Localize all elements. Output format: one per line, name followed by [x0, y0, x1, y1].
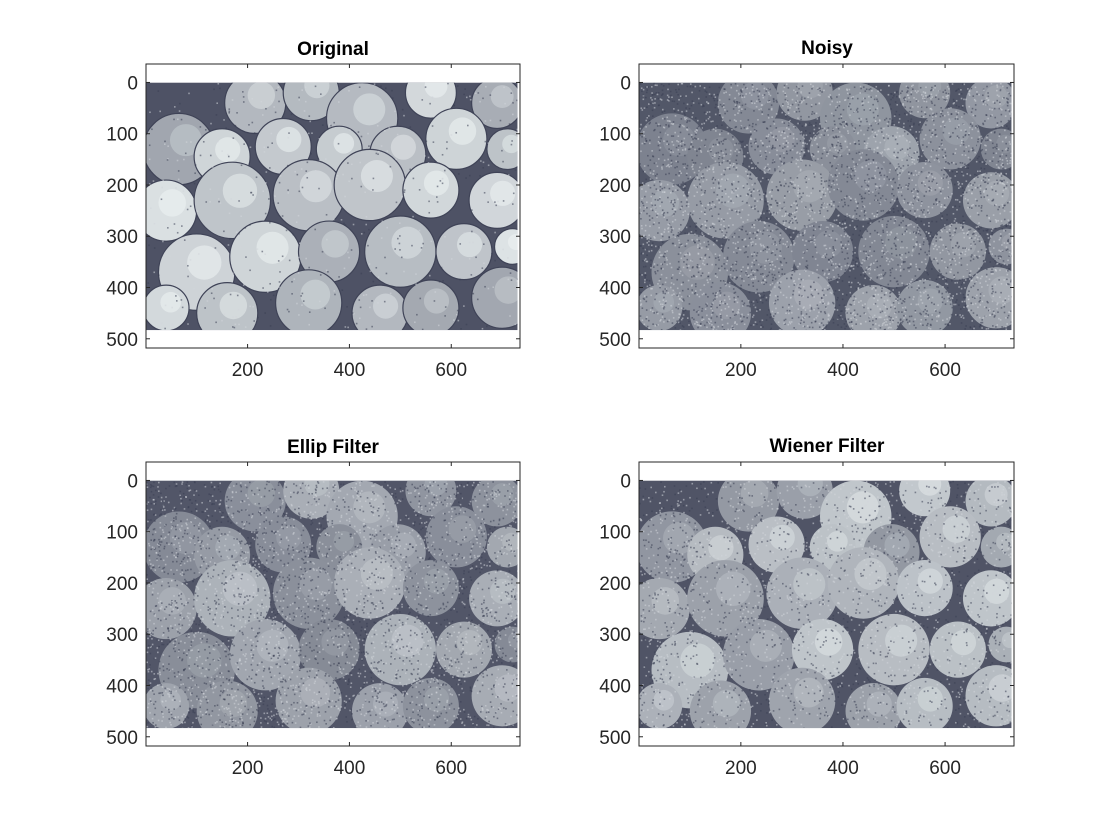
- apple-shape: [722, 619, 795, 691]
- x-tick-label: 200: [232, 360, 264, 381]
- apple-shape: [689, 680, 752, 729]
- apple-shape: [858, 215, 930, 288]
- y-tick-label: 0: [620, 73, 631, 94]
- apple-shape: [425, 506, 487, 568]
- x-tick-label: 600: [435, 758, 467, 779]
- y-tick-label: 0: [127, 471, 138, 492]
- panel-title-noisy: Noisy: [801, 38, 853, 59]
- y-tick-label: 300: [106, 625, 138, 646]
- apple-shape: [776, 480, 833, 519]
- apple-shape: [858, 613, 930, 686]
- apple-shape: [471, 665, 518, 727]
- apple-shape: [748, 118, 805, 175]
- panel-title-ellip-filter: Ellip Filter: [287, 437, 379, 458]
- apple-shape: [717, 480, 780, 532]
- apple-shape: [255, 516, 312, 573]
- apple-shape: [768, 269, 836, 331]
- x-tick-label: 600: [435, 360, 467, 381]
- apple-shape: [224, 480, 286, 532]
- y-tick-label: 0: [620, 471, 631, 492]
- apple-shape: [988, 228, 1012, 265]
- apple-shape: [275, 667, 342, 729]
- apple-shape: [965, 480, 1012, 527]
- apple-shape: [776, 82, 833, 121]
- y-tick-label: 0: [127, 73, 138, 94]
- axes-frame: [638, 63, 1015, 349]
- apple-shape: [965, 267, 1012, 329]
- apple-shape: [687, 162, 764, 239]
- x-tick-label: 400: [827, 758, 859, 779]
- apple-shape: [791, 618, 854, 681]
- x-tick-label: 600: [929, 758, 961, 779]
- y-tick-label: 200: [599, 574, 631, 595]
- apple-shape: [827, 547, 900, 619]
- x-tick-label: 200: [232, 758, 264, 779]
- x-tick-label: 200: [725, 360, 757, 381]
- subplot-wiener-filter: Wiener Filter 0 100 200 300 400 500 200 400 600: [599, 436, 1015, 779]
- y-tick-label: 100: [106, 523, 138, 544]
- y-tick-label: 400: [106, 279, 138, 300]
- y-tick-label: 100: [106, 125, 138, 146]
- image-area: [146, 480, 518, 729]
- image-area: [639, 480, 1012, 729]
- axes-frame: [638, 461, 1015, 747]
- subplot-original: Original 0 100 200 300 400 500 200 400 600: [106, 39, 521, 381]
- apple-shape: [845, 683, 902, 729]
- y-tick-label: 400: [106, 677, 138, 698]
- y-tick-label: 200: [106, 176, 138, 197]
- apple-shape: [639, 683, 683, 729]
- apple-shape: [486, 526, 518, 568]
- y-tick-label: 100: [599, 125, 631, 146]
- apple-shape: [919, 506, 981, 568]
- axes-frame: [145, 461, 521, 747]
- apple-shape: [748, 516, 805, 573]
- panel-title-wiener-filter: Wiener Filter: [770, 436, 886, 457]
- y-tick-label: 500: [599, 728, 631, 749]
- y-tick-label: 400: [599, 279, 631, 300]
- y-tick-label: 400: [599, 677, 631, 698]
- apple-shape: [364, 613, 436, 686]
- x-tick-label: 400: [334, 758, 366, 779]
- image-area: [639, 82, 1012, 331]
- apple-shape: [273, 557, 345, 629]
- apple-shape: [899, 480, 951, 517]
- y-tick-label: 500: [106, 330, 138, 351]
- apple-shape: [896, 560, 953, 617]
- y-tick-label: 300: [106, 227, 138, 248]
- apple-shape: [965, 665, 1012, 727]
- apple-shape: [639, 577, 690, 640]
- subplot-noisy: Noisy 0 100 200 300 400 500 200 400 600: [599, 38, 1015, 381]
- apple-shape: [194, 560, 271, 637]
- y-tick-label: 200: [106, 574, 138, 595]
- apple-shape: [639, 285, 683, 331]
- apple-shape: [722, 221, 795, 293]
- apple-shape: [962, 570, 1012, 627]
- x-tick-label: 400: [334, 360, 366, 381]
- y-tick-label: 500: [599, 330, 631, 351]
- x-tick-label: 600: [929, 360, 961, 381]
- y-tick-label: 100: [599, 523, 631, 544]
- apple-shape: [980, 526, 1012, 568]
- apple-shape: [402, 678, 459, 729]
- apple-shape: [962, 172, 1012, 229]
- y-tick-label: 500: [106, 728, 138, 749]
- apple-shape: [334, 547, 406, 619]
- y-tick-label: 300: [599, 227, 631, 248]
- apple-shape: [639, 179, 690, 242]
- panel-title-original: Original: [297, 39, 369, 60]
- apple-shape: [896, 677, 953, 729]
- x-tick-label: 200: [725, 758, 757, 779]
- axes-frame: [145, 63, 521, 349]
- apple-shape: [919, 108, 981, 170]
- x-tick-label: 400: [827, 360, 859, 381]
- subplot-ellip-filter: Ellip Filter 0 100 200 300 400 500 200 400 600: [106, 437, 521, 779]
- image-area: [146, 82, 518, 331]
- apple-shape: [768, 667, 836, 729]
- y-tick-label: 300: [599, 625, 631, 646]
- y-tick-label: 200: [599, 176, 631, 197]
- apple-shape: [283, 480, 340, 519]
